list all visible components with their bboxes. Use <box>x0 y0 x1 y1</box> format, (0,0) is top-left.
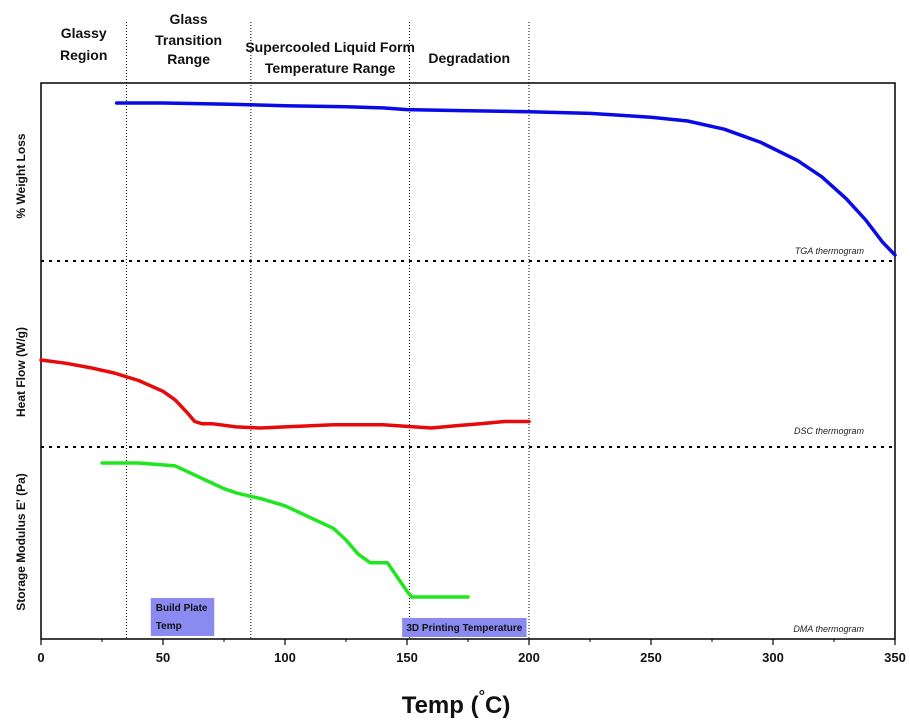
thermogram-label-1: TGA thermogram <box>795 246 865 256</box>
y-axis-label-weight-loss: % Weight Loss <box>14 133 28 218</box>
annotation-box-1-text-2: Temp <box>156 621 182 632</box>
series-line-tga <box>114 101 897 257</box>
x-tick-label-200: 200 <box>518 650 540 665</box>
annotation-box-1 <box>150 598 215 636</box>
annotation-box-2 <box>402 618 527 637</box>
x-axis-label-text: Temp ( <box>402 692 479 719</box>
region-label-3-line-2: Temperature Range <box>265 60 396 76</box>
x-tick-label-0: 0 <box>37 650 44 665</box>
annotation-box-1-text-1: Build Plate <box>156 603 208 614</box>
region-label-1-line-1: Glassy <box>61 25 107 41</box>
x-axis-label: Temp (°C) <box>402 688 511 719</box>
x-tick-label-100: 100 <box>274 650 296 665</box>
x-tick-label-300: 300 <box>762 650 784 665</box>
x-axis-label-unit: C) <box>485 692 510 719</box>
chart-marks: TGA thermogram DSC thermogram DMA thermogr… <box>37 11 905 665</box>
x-tick-label-50: 50 <box>156 650 170 665</box>
series-line-dsc <box>39 358 531 430</box>
x-axis-label-degree: ° <box>479 688 485 705</box>
plot-frame <box>40 82 896 640</box>
thermogram-label-3: DMA thermogram <box>793 624 864 634</box>
region-label-2-line-2: Transition <box>155 32 222 48</box>
y-axis-label-storage-modulus: Storage Modulus E' (Pa) <box>14 473 28 611</box>
y-axis-label-heat-flow: Heat Flow (W/g) <box>14 327 28 417</box>
series-line-dma <box>100 461 470 599</box>
region-label-2-line-3: Range <box>167 51 210 67</box>
region-label-4-line-1: Degradation <box>428 50 510 66</box>
annotation-box-2-text-1: 3D Printing Temperature <box>406 623 522 634</box>
x-tick-label-350: 350 <box>884 650 906 665</box>
region-label-3-line-1: Supercooled Liquid Form <box>245 39 415 55</box>
x-tick-label-250: 250 <box>640 650 662 665</box>
region-label-1-line-2: Region <box>60 47 107 63</box>
x-tick-label-150: 150 <box>396 650 418 665</box>
region-label-2-line-1: Glass <box>170 11 208 27</box>
thermogram-label-2: DSC thermogram <box>794 426 865 436</box>
